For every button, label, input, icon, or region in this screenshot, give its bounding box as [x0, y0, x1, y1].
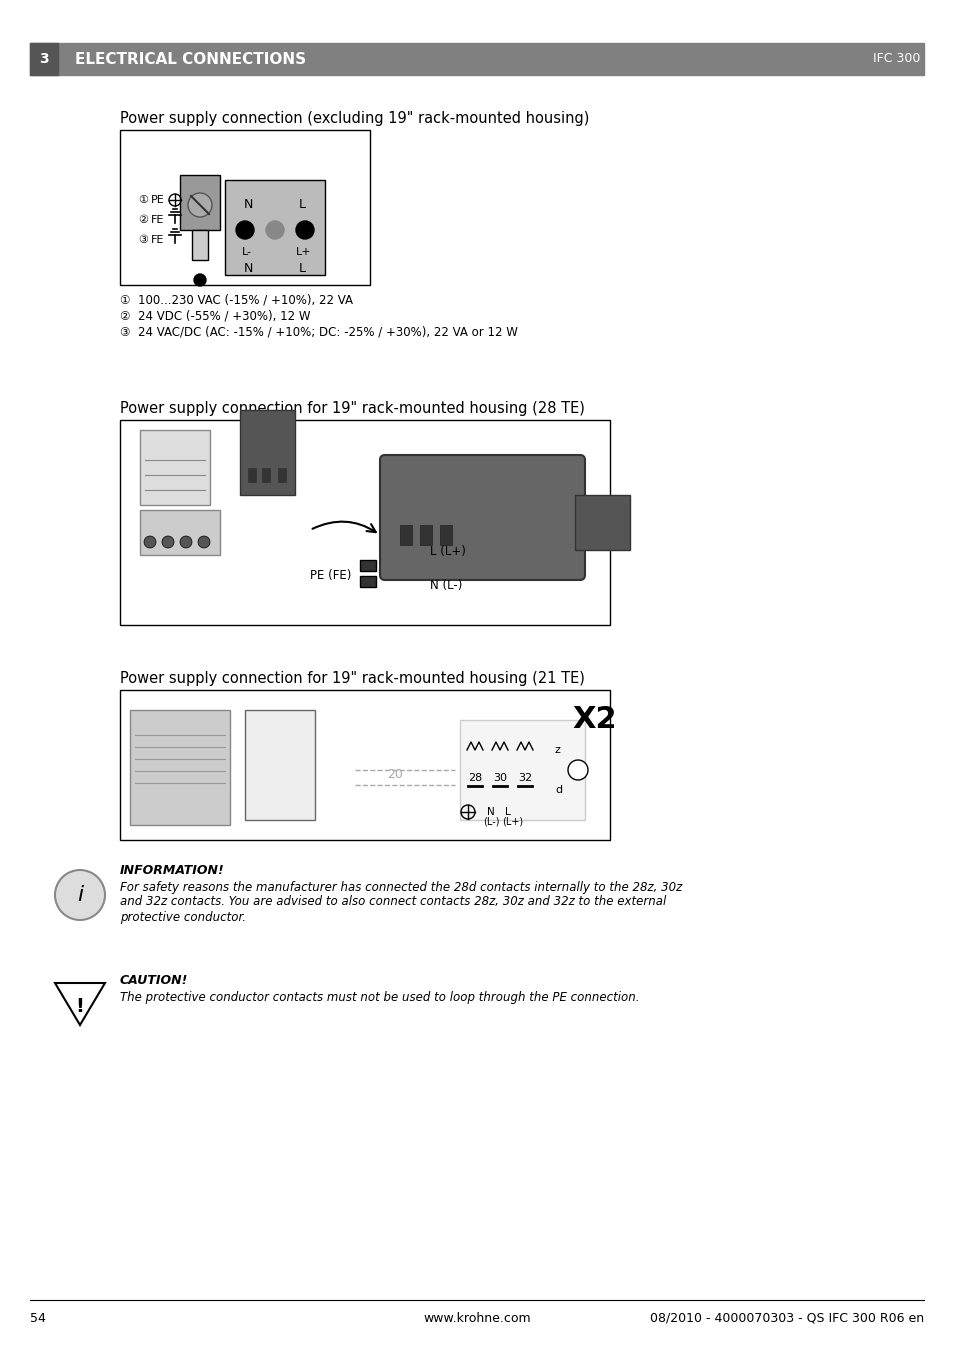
Circle shape: [180, 536, 192, 549]
Text: INFORMATION!: INFORMATION!: [120, 863, 225, 877]
Text: L+: L+: [295, 247, 312, 257]
Text: Power supply connection for 19" rack-mounted housing (28 TE): Power supply connection for 19" rack-mou…: [120, 400, 584, 416]
FancyArrowPatch shape: [313, 521, 375, 532]
Text: (L-): (L-): [482, 817, 499, 827]
FancyBboxPatch shape: [120, 420, 609, 626]
Text: d: d: [555, 785, 561, 794]
Text: FE: FE: [151, 215, 164, 226]
Bar: [140, 430, 210, 505]
Circle shape: [198, 536, 210, 549]
FancyBboxPatch shape: [379, 455, 584, 580]
Bar: [248, 467, 255, 482]
Bar: [140, 509, 220, 555]
Text: protective conductor.: protective conductor.: [120, 911, 246, 924]
Text: ①  100...230 VAC (-15% / +10%), 22 VA: ① 100...230 VAC (-15% / +10%), 22 VA: [120, 293, 353, 307]
Text: FE: FE: [151, 235, 164, 245]
Bar: [225, 180, 325, 276]
Text: ③  24 VAC/DC (AC: -15% / +10%; DC: -25% / +30%), 22 VA or 12 W: ③ 24 VAC/DC (AC: -15% / +10%; DC: -25% /…: [120, 326, 517, 339]
Bar: [399, 526, 412, 544]
Text: CAUTION!: CAUTION!: [120, 974, 188, 986]
Bar: [262, 467, 270, 482]
FancyBboxPatch shape: [120, 690, 609, 840]
Text: 08/2010 - 4000070303 - QS IFC 300 R06 en: 08/2010 - 4000070303 - QS IFC 300 R06 en: [649, 1312, 923, 1324]
Text: ELECTRICAL CONNECTIONS: ELECTRICAL CONNECTIONS: [75, 51, 306, 66]
Bar: [459, 720, 584, 820]
Text: ①: ①: [138, 195, 148, 205]
Text: 28: 28: [467, 773, 481, 784]
Text: N (L-): N (L-): [430, 578, 462, 592]
Bar: [439, 526, 452, 544]
Bar: [240, 409, 294, 494]
Bar: [277, 467, 286, 482]
Bar: [575, 494, 629, 550]
Text: N: N: [243, 197, 253, 211]
Text: PE (FE): PE (FE): [310, 569, 351, 581]
Circle shape: [295, 222, 314, 239]
Text: N: N: [486, 807, 495, 817]
Text: 30: 30: [493, 773, 506, 784]
Bar: [192, 230, 208, 259]
Text: (L+): (L+): [501, 817, 522, 827]
Text: !: !: [75, 997, 85, 1016]
Text: i: i: [77, 885, 83, 905]
Text: and 32z contacts. You are advised to also connect contacts 28z, 30z and 32z to t: and 32z contacts. You are advised to als…: [120, 896, 665, 908]
Text: L: L: [298, 262, 305, 274]
Text: www.krohne.com: www.krohne.com: [423, 1312, 530, 1324]
Bar: [359, 576, 375, 586]
Text: For safety reasons the manufacturer has connected the 28d contacts internally to: For safety reasons the manufacturer has …: [120, 881, 681, 893]
Text: The protective conductor contacts must not be used to loop through the PE connec: The protective conductor contacts must n…: [120, 992, 639, 1005]
Circle shape: [55, 870, 105, 920]
Circle shape: [144, 536, 156, 549]
Bar: [245, 711, 314, 820]
Text: Power supply connection for 19" rack-mounted housing (21 TE): Power supply connection for 19" rack-mou…: [120, 670, 584, 685]
Circle shape: [235, 222, 253, 239]
Text: 20: 20: [387, 769, 402, 781]
Text: ②: ②: [138, 215, 148, 226]
Circle shape: [266, 222, 284, 239]
Text: L: L: [298, 197, 305, 211]
Text: L: L: [504, 807, 510, 817]
Bar: [180, 176, 220, 230]
Text: N: N: [243, 262, 253, 274]
Text: ②  24 VDC (-55% / +30%), 12 W: ② 24 VDC (-55% / +30%), 12 W: [120, 309, 310, 323]
Text: z: z: [555, 744, 560, 755]
FancyBboxPatch shape: [120, 130, 370, 285]
Text: 3: 3: [39, 51, 49, 66]
Bar: [30, 43, 923, 76]
Bar: [130, 711, 230, 825]
Text: 54: 54: [30, 1312, 46, 1324]
Text: 32: 32: [517, 773, 532, 784]
Circle shape: [193, 274, 206, 286]
Text: IFC 300: IFC 300: [872, 53, 919, 65]
Text: PE: PE: [151, 195, 165, 205]
Circle shape: [162, 536, 173, 549]
Text: Power supply connection (excluding 19" rack-mounted housing): Power supply connection (excluding 19" r…: [120, 111, 589, 126]
Circle shape: [567, 761, 587, 780]
Circle shape: [188, 193, 212, 218]
Bar: [359, 561, 375, 571]
Text: L-: L-: [242, 247, 252, 257]
Text: X2: X2: [572, 705, 617, 735]
Text: L (L+): L (L+): [430, 546, 465, 558]
Polygon shape: [55, 984, 105, 1025]
Bar: [419, 526, 432, 544]
Bar: [30, 43, 58, 76]
Text: ③: ③: [138, 235, 148, 245]
